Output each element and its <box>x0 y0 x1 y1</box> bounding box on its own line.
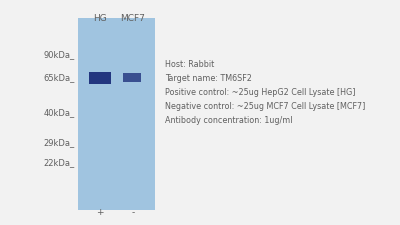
Text: 65kDa_: 65kDa_ <box>44 74 75 83</box>
Text: 40kDa_: 40kDa_ <box>44 108 75 117</box>
Text: Target name: TM6SF2: Target name: TM6SF2 <box>165 74 252 83</box>
Text: Negative control: ~25ug MCF7 Cell Lysate [MCF7]: Negative control: ~25ug MCF7 Cell Lysate… <box>165 102 365 111</box>
Text: Antibody concentration: 1ug/ml: Antibody concentration: 1ug/ml <box>165 116 292 125</box>
Text: Positive control: ~25ug HepG2 Cell Lysate [HG]: Positive control: ~25ug HepG2 Cell Lysat… <box>165 88 356 97</box>
Text: -: - <box>131 208 135 217</box>
Bar <box>123 73 141 82</box>
Text: Host: Rabbit: Host: Rabbit <box>165 60 214 69</box>
Text: HG: HG <box>93 14 107 23</box>
Text: 90kDa_: 90kDa_ <box>44 50 75 59</box>
Text: 22kDa_: 22kDa_ <box>44 158 75 167</box>
Text: +: + <box>96 208 104 217</box>
Text: 29kDa_: 29kDa_ <box>44 139 75 148</box>
Bar <box>78 18 155 210</box>
Text: MCF7: MCF7 <box>120 14 146 23</box>
Bar <box>89 72 111 84</box>
